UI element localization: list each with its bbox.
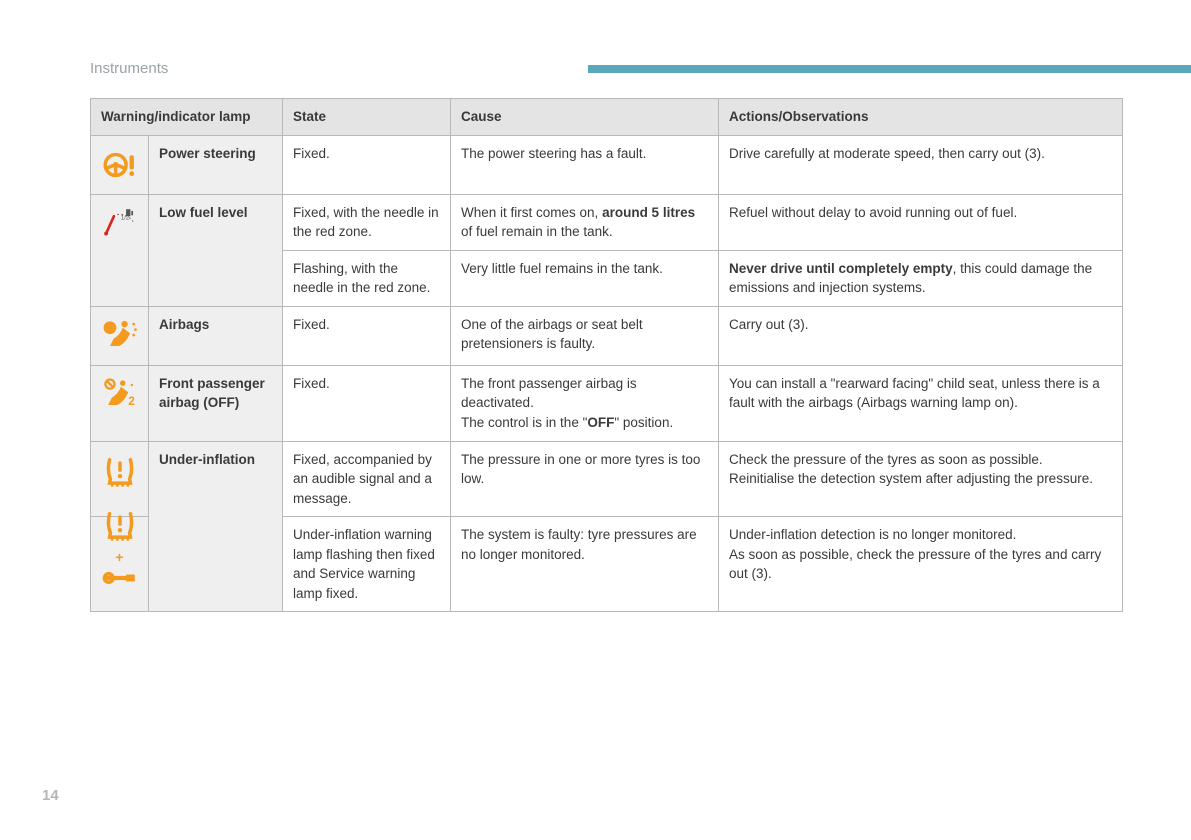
th-cause: Cause xyxy=(451,99,719,136)
icon-cell: 2 xyxy=(91,365,149,441)
lamp-name: Airbags xyxy=(149,306,283,365)
actions-cell: You can install a "rearward facing" chil… xyxy=(719,365,1123,441)
lamp-name: Power steering xyxy=(149,135,283,194)
table-row: Power steeringFixed.The power steering h… xyxy=(91,135,1123,194)
lamp-name: Low fuel level xyxy=(149,194,283,306)
state-cell: Fixed, accompanied by an audible signal … xyxy=(283,441,451,517)
actions-cell: Carry out (3). xyxy=(719,306,1123,365)
cause-cell: One of the airbags or seat belt pretensi… xyxy=(451,306,719,365)
under-inflation-icon xyxy=(97,448,143,494)
icon-cell: + xyxy=(91,517,149,612)
power-steering-icon xyxy=(97,142,143,188)
th-actions: Actions/Observations xyxy=(719,99,1123,136)
actions-cell: Drive carefully at moderate speed, then … xyxy=(719,135,1123,194)
state-cell: Fixed. xyxy=(283,135,451,194)
cause-cell: The front passenger airbag is deactivate… xyxy=(451,365,719,441)
lamp-name: Front passenger airbag (OFF) xyxy=(149,365,283,441)
th-state: State xyxy=(283,99,451,136)
state-cell: Under-inflation warning lamp flashing th… xyxy=(283,517,451,612)
lamp-name: Under-inflation xyxy=(149,441,283,612)
state-cell: Flashing, with the needle in the red zon… xyxy=(283,250,451,306)
cause-cell: The pressure in one or more tyres is too… xyxy=(451,441,719,517)
low-fuel-icon: 1/2 xyxy=(97,201,143,247)
page-number: 14 xyxy=(42,787,59,804)
actions-cell: Under-inflation detection is no longer m… xyxy=(719,517,1123,612)
table-row: Under-inflationFixed, accompanied by an … xyxy=(91,441,1123,517)
warning-lamp-table: Warning/indicator lamp State Cause Actio… xyxy=(90,98,1123,612)
cause-cell: The system is faulty: tyre pressures are… xyxy=(451,517,719,612)
section-title: Instruments xyxy=(90,60,168,77)
state-cell: Fixed. xyxy=(283,365,451,441)
icon-cell xyxy=(91,135,149,194)
actions-cell: Check the pressure of the tyres as soon … xyxy=(719,441,1123,517)
cause-cell: The power steering has a fault. xyxy=(451,135,719,194)
state-cell: Fixed, with the needle in the red zone. xyxy=(283,194,451,250)
th-warning: Warning/indicator lamp xyxy=(91,99,283,136)
icon-cell xyxy=(91,306,149,365)
airbag-off-icon: 2 xyxy=(97,372,143,418)
cause-cell: When it first comes on, around 5 litres … xyxy=(451,194,719,250)
cause-cell: Very little fuel remains in the tank. xyxy=(451,250,719,306)
header-accent-bar xyxy=(588,65,1191,73)
under-inflation-service-icon: + xyxy=(97,523,143,569)
page-header: Instruments xyxy=(90,60,1191,77)
svg-text:2: 2 xyxy=(128,394,135,408)
table-header-row: Warning/indicator lamp State Cause Actio… xyxy=(91,99,1123,136)
icon-cell: 1/2 xyxy=(91,194,149,306)
table-row: AirbagsFixed.One of the airbags or seat … xyxy=(91,306,1123,365)
table-row: 2 Front passenger airbag (OFF)Fixed.The … xyxy=(91,365,1123,441)
table-row: 1/2 Low fuel levelFixed, with the needle… xyxy=(91,194,1123,250)
state-cell: Fixed. xyxy=(283,306,451,365)
actions-cell: Refuel without delay to avoid running ou… xyxy=(719,194,1123,250)
actions-cell: Never drive until completely empty, this… xyxy=(719,250,1123,306)
airbag-icon xyxy=(97,313,143,359)
